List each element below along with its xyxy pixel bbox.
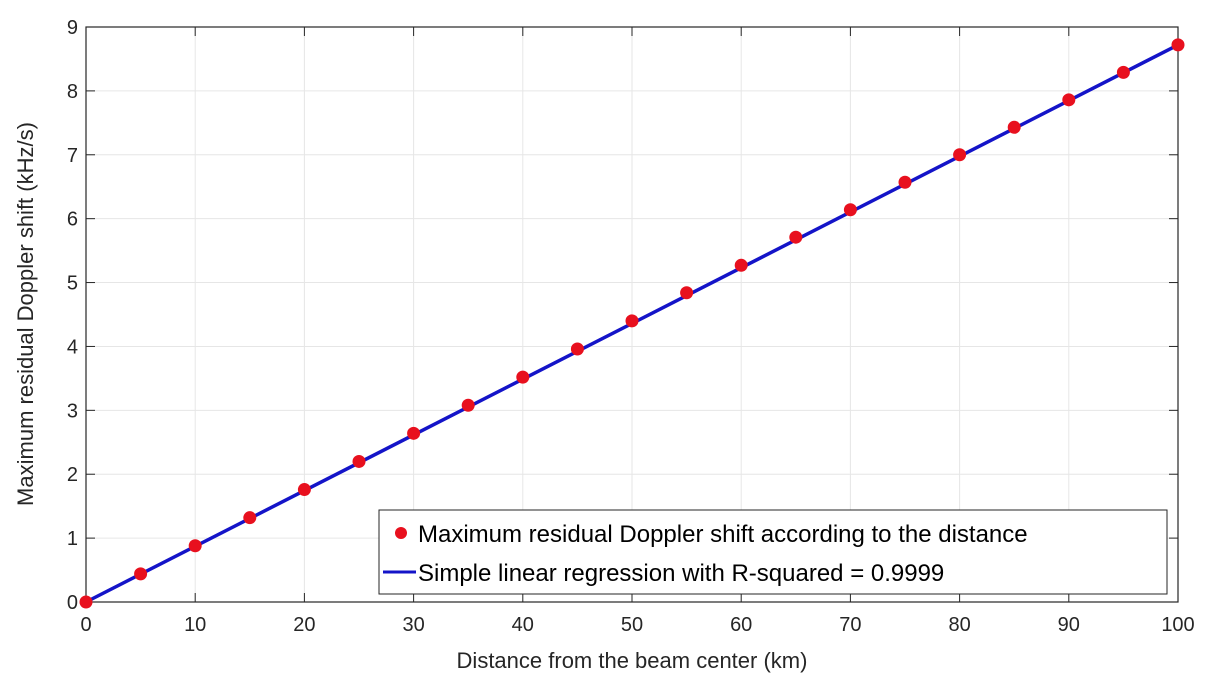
x-tick-label: 30 <box>402 614 424 636</box>
y-axis-label: Maximum residual Doppler shift (kHz/s) <box>13 122 38 506</box>
data-point <box>625 314 639 328</box>
x-tick-label: 60 <box>730 614 752 636</box>
data-point <box>789 230 803 244</box>
data-point <box>680 286 694 300</box>
legend: Maximum residual Doppler shift according… <box>378 509 1168 595</box>
series-layer <box>79 38 1185 609</box>
data-point <box>188 539 202 553</box>
y-tick-label: 1 <box>67 528 78 550</box>
data-point <box>352 454 366 468</box>
data-point <box>297 483 311 497</box>
x-tick-label: 10 <box>184 614 206 636</box>
y-tick-label: 9 <box>67 17 78 39</box>
x-tick-label: 0 <box>80 614 91 636</box>
data-point <box>1116 65 1130 79</box>
legend-label-line: Simple linear regression with R-squared … <box>418 560 944 587</box>
x-tick-label: 50 <box>621 614 643 636</box>
data-point <box>1007 120 1021 134</box>
x-axis-label: Distance from the beam center (km) <box>457 648 808 673</box>
x-tick-label: 40 <box>512 614 534 636</box>
y-tick-label: 5 <box>67 273 78 295</box>
x-tick-label: 80 <box>948 614 970 636</box>
legend-box <box>378 509 1168 595</box>
data-point <box>734 258 748 272</box>
y-tick-label: 2 <box>67 464 78 486</box>
y-tick-label: 4 <box>67 336 78 358</box>
data-point <box>898 175 912 189</box>
data-point <box>243 511 257 525</box>
y-tick-label: 3 <box>67 400 78 422</box>
data-point <box>407 426 421 440</box>
legend-marker-scatter <box>395 527 407 539</box>
x-tick-label: 90 <box>1058 614 1080 636</box>
data-point <box>516 370 530 384</box>
data-point <box>79 595 93 609</box>
data-point <box>1171 38 1185 52</box>
data-point <box>570 342 584 356</box>
y-tick-label: 0 <box>67 592 78 614</box>
y-tick-label: 6 <box>67 209 78 231</box>
data-point <box>1062 93 1076 107</box>
data-point <box>953 148 967 162</box>
y-tick-label: 7 <box>67 145 78 167</box>
legend-label-scatter: Maximum residual Doppler shift according… <box>418 521 1028 548</box>
ticks: 0 10 20 30 40 50 60 70 80 90 100 0 1 2 3 4 5 6 7 8 9 <box>67 17 1195 636</box>
x-tick-label: 20 <box>293 614 315 636</box>
data-point <box>461 398 475 412</box>
x-tick-label: 100 <box>1161 614 1194 636</box>
data-point <box>134 567 148 581</box>
y-tick-label: 8 <box>67 81 78 103</box>
data-point <box>843 203 857 217</box>
x-tick-label: 70 <box>839 614 861 636</box>
